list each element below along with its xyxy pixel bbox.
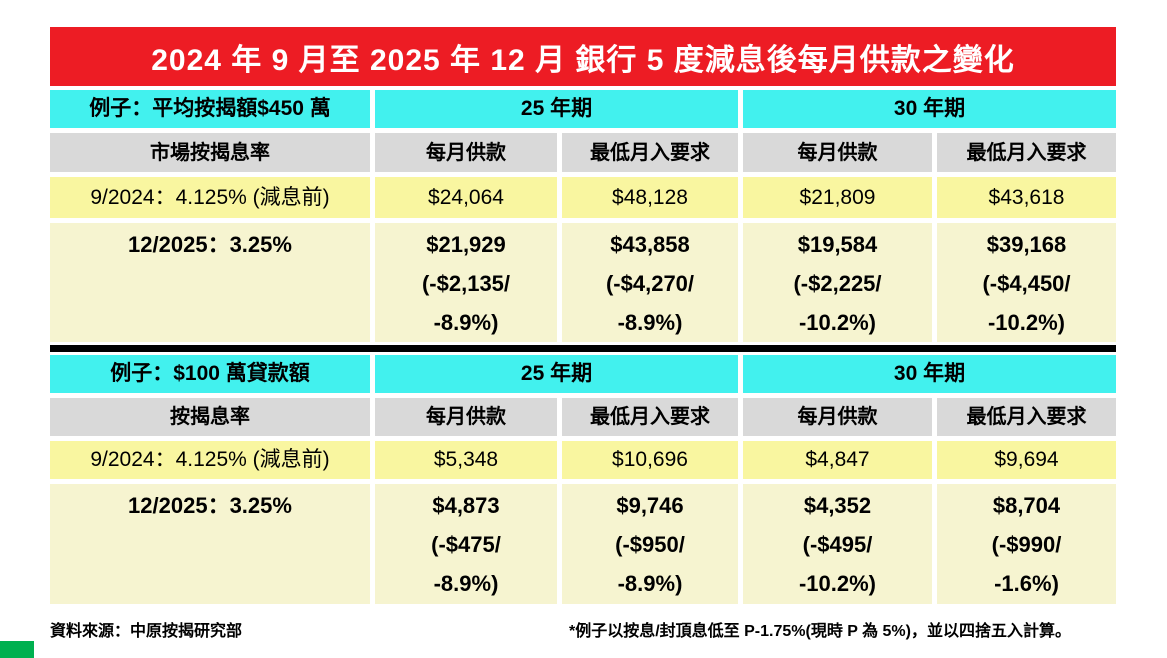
- value-cell: $19,584 (-$2,225/ -10.2%): [743, 223, 932, 342]
- value-cell: $21,809: [743, 177, 932, 218]
- col-header-monthly-25y: 每月供款: [375, 398, 557, 436]
- value-cell: $9,694: [937, 441, 1116, 479]
- footer: 資料來源：中原按揭研究部 *例子以按息/封頂息低至 P-1.75%(現時 P 為…: [50, 617, 1116, 641]
- col-header-income-30y: 最低月入要求: [937, 398, 1116, 436]
- term-header-30y: 30 年期: [743, 90, 1116, 128]
- value-cell: $43,858 (-$4,270/ -8.9%): [562, 223, 738, 342]
- value-cell: $4,847: [743, 441, 932, 479]
- footnote: *例子以按息/封頂息低至 P-1.75%(現時 P 為 5%)，並以四捨五入計算…: [569, 623, 1071, 640]
- term-header-25y: 25 年期: [375, 90, 738, 128]
- table-section-450w: 例子：平均按揭額$450 萬 25 年期 30 年期 市場按揭息率 每月供款 最…: [50, 90, 1116, 342]
- page-title: 2024 年 9 月至 2025 年 12 月 銀行 5 度減息後每月供款之變化: [151, 43, 1015, 77]
- data-source-label: 資料來源：中原按揭研究部: [50, 623, 243, 640]
- rate-cell: 12/2025：3.25%: [50, 223, 370, 342]
- term-header-30y: 30 年期: [743, 355, 1116, 393]
- value-cell: $43,618: [937, 177, 1116, 218]
- col-header-monthly-30y: 每月供款: [743, 398, 932, 436]
- col-header-income-30y: 最低月入要求: [937, 133, 1116, 172]
- value-cell: $5,348: [375, 441, 557, 479]
- value-cell: $24,064: [375, 177, 557, 218]
- value-cell: $21,929 (-$2,135/ -8.9%): [375, 223, 557, 342]
- rate-column-header: 按揭息率: [50, 398, 370, 436]
- example-label-100w: 例子：$100 萬貸款額: [50, 355, 370, 393]
- rate-cell: 9/2024：4.125% (減息前): [50, 177, 370, 218]
- col-header-monthly-30y: 每月供款: [743, 133, 932, 172]
- term-header-25y: 25 年期: [375, 355, 738, 393]
- title-banner: 2024 年 9 月至 2025 年 12 月 銀行 5 度減息後每月供款之變化: [50, 27, 1116, 86]
- value-cell: $4,352 (-$495/ -10.2%): [743, 484, 932, 604]
- col-header-income-25y: 最低月入要求: [562, 398, 738, 436]
- rate-column-header: 市場按揭息率: [50, 133, 370, 172]
- value-cell: $8,704 (-$990/ -1.6%): [937, 484, 1116, 604]
- example-label-450w: 例子：平均按揭額$450 萬: [50, 90, 370, 128]
- value-cell: $10,696: [562, 441, 738, 479]
- col-header-income-25y: 最低月入要求: [562, 133, 738, 172]
- infographic-content: 2024 年 9 月至 2025 年 12 月 銀行 5 度減息後每月供款之變化…: [50, 27, 1116, 641]
- value-cell: $39,168 (-$4,450/ -10.2%): [937, 223, 1116, 342]
- corner-green-mark: [0, 641, 34, 658]
- col-header-monthly-25y: 每月供款: [375, 133, 557, 172]
- value-cell: $9,746 (-$950/ -8.9%): [562, 484, 738, 604]
- rate-cell: 9/2024：4.125% (減息前): [50, 441, 370, 479]
- table-section-100w: 例子：$100 萬貸款額 25 年期 30 年期 按揭息率 每月供款 最低月入要…: [50, 355, 1116, 604]
- section-divider: [50, 345, 1116, 352]
- rate-cell: 12/2025：3.25%: [50, 484, 370, 604]
- value-cell: $4,873 (-$475/ -8.9%): [375, 484, 557, 604]
- value-cell: $48,128: [562, 177, 738, 218]
